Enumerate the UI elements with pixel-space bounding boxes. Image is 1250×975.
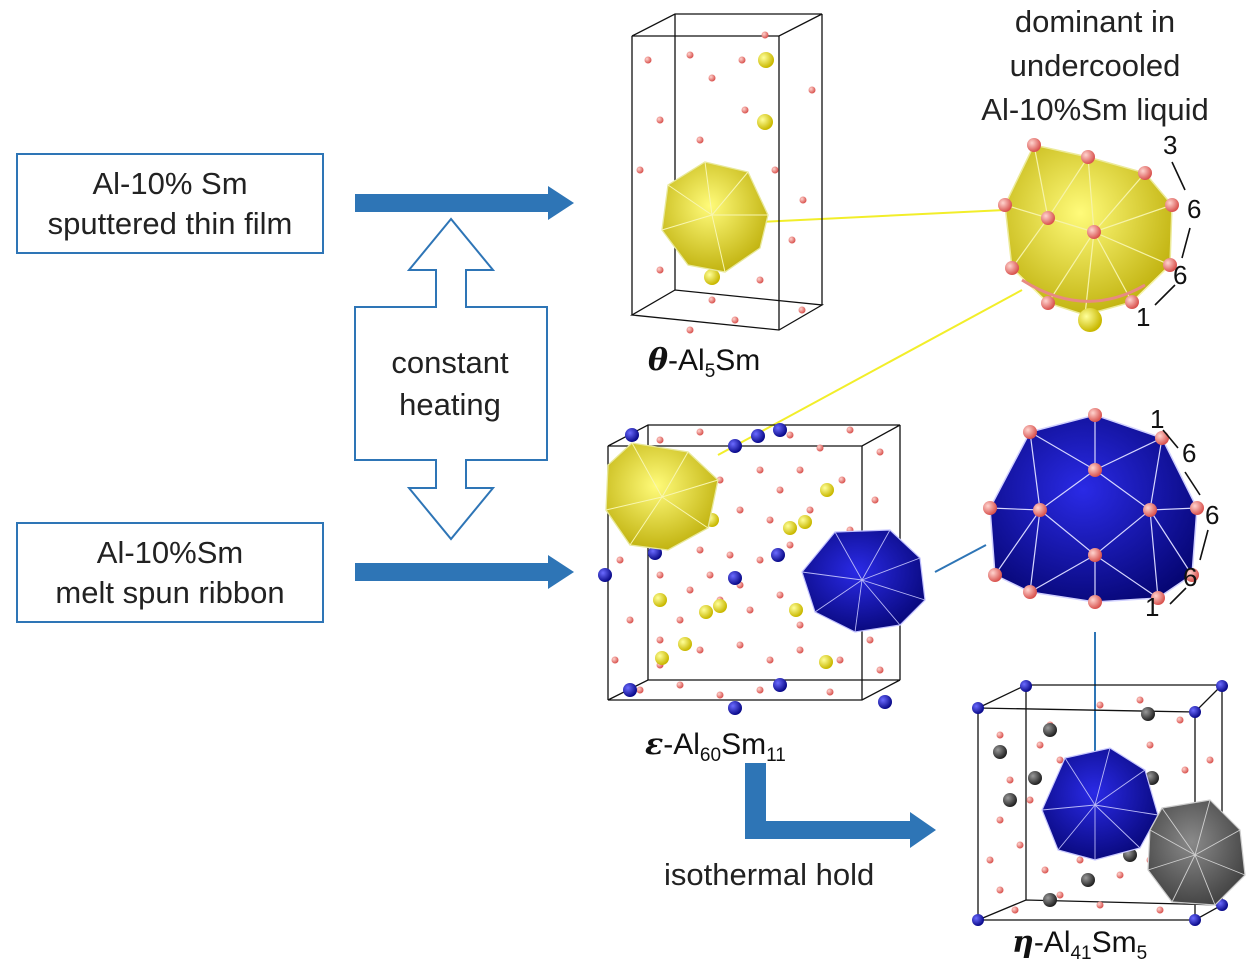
epsilon-blue-edges	[801, 529, 926, 633]
theta-al-atoms	[636, 31, 816, 334]
theta-unit-cell	[629, 13, 825, 331]
epsilon-prefix: -Al	[663, 728, 700, 761]
dominant-line-1: dominant in	[1014, 4, 1176, 39]
theta-phase-label: θ-Al5Sm	[648, 343, 760, 383]
blue-shell-number-5: 1	[1145, 592, 1160, 622]
connector-epsilon-to-cluster	[717, 289, 1023, 456]
thin-film-line-2: sputtered thin film	[47, 205, 293, 241]
theta-symbol: θ	[648, 343, 669, 378]
epsilon-al-atoms	[611, 426, 884, 699]
dominant-line-2: undercooled	[1009, 48, 1181, 83]
yellow-shell-number-1: 3	[1163, 130, 1178, 160]
blue-shell-number-4: 6	[1183, 562, 1198, 592]
connector-theta-to-cluster	[759, 209, 1006, 223]
constant-heating-line-1: constant	[391, 345, 509, 380]
thin-film-box: Al-10% Sm sputtered thin film	[16, 153, 324, 254]
epsilon-sub1: 60	[699, 745, 722, 766]
eta-sub2: 5	[1136, 943, 1148, 964]
yellow-cluster-shell-brackets	[1154, 161, 1191, 306]
eta-sm-blue-atoms	[972, 680, 1228, 926]
constant-heating-line-2: heating	[399, 387, 501, 422]
theta-sub1: 5	[704, 361, 716, 382]
dominant-line-3: Al-10%Sm liquid	[981, 92, 1209, 127]
yellow-shell-number-3: 6	[1173, 260, 1188, 290]
constant-heating-label: constant heating	[380, 345, 520, 423]
thin-film-line-1: Al-10% Sm	[92, 165, 248, 201]
theta-mid: Sm	[715, 344, 761, 377]
isothermal-hold-label: isothermal hold	[664, 857, 875, 892]
eta-phase-label: η-Al41Sm5	[1012, 925, 1147, 965]
blue-cluster-al-atoms	[983, 408, 1204, 609]
eta-gray-polyhedron	[1147, 799, 1246, 906]
yellow-cluster-al-atoms	[998, 138, 1179, 310]
yellow-shell-number-4: 1	[1136, 302, 1151, 332]
yellow-shell-number-2: 6	[1187, 194, 1202, 224]
eta-mid: Sm	[1091, 926, 1137, 959]
blue-shell-number-2: 6	[1182, 438, 1197, 468]
arrow-ribbon-to-epsilon	[355, 555, 574, 589]
epsilon-phase-label: ε-Al60Sm11	[645, 727, 786, 767]
arrow-epsilon-to-eta	[745, 763, 936, 848]
arrow-film-to-theta	[355, 186, 574, 220]
theta-prefix: -Al	[668, 344, 705, 377]
epsilon-blue-polyhedron	[801, 529, 926, 633]
eta-symbol: η	[1012, 925, 1034, 960]
ribbon-line-2: melt spun ribbon	[55, 574, 285, 610]
epsilon-sm-blue-atoms	[598, 423, 892, 715]
ribbon-line-1: Al-10%Sm	[96, 534, 244, 570]
theta-sm-atoms	[704, 52, 774, 285]
eta-sub1: 41	[1070, 943, 1092, 964]
theta-yellow-polyhedron	[661, 161, 769, 273]
epsilon-mid: Sm	[721, 728, 767, 761]
constant-heating-double-arrow	[354, 217, 548, 541]
connector-blue-cluster	[934, 544, 987, 573]
eta-prefix: -Al	[1033, 926, 1071, 959]
epsilon-symbol: ε	[645, 727, 664, 762]
blue-shell-number-1: 1	[1150, 404, 1165, 434]
eta-blue-polyhedron	[1041, 747, 1159, 861]
ribbon-box: Al-10%Sm melt spun ribbon	[16, 522, 324, 623]
blue-shell-number-3: 6	[1205, 500, 1220, 530]
eta-blue-edges	[1041, 747, 1159, 860]
eta-gray-edges	[1147, 799, 1246, 906]
epsilon-yellow-edges	[605, 442, 719, 546]
yellow-cluster-sm-atom	[1078, 308, 1102, 332]
epsilon-sub2: 11	[766, 745, 786, 766]
blue-cluster-shell-brackets	[1162, 429, 1209, 605]
theta-polyhedron-edges	[661, 161, 768, 273]
dominant-label: dominant in undercooled Al-10%Sm liquid	[955, 0, 1235, 132]
yellow-cluster-bottom-edge	[1021, 278, 1146, 303]
